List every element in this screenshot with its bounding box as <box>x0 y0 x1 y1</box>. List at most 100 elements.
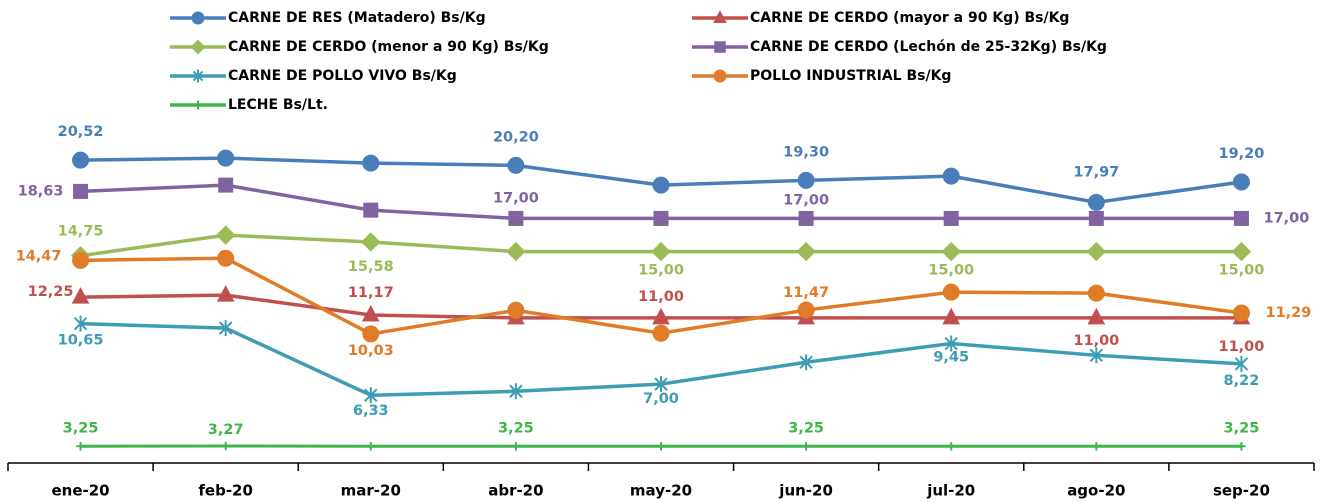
marker <box>216 285 235 302</box>
marker <box>652 324 670 342</box>
data-label: 3,27 <box>208 422 244 438</box>
data-label: 12,25 <box>28 284 74 300</box>
x-tick-label: abr-20 <box>488 482 543 500</box>
data-label: 19,20 <box>1219 146 1265 162</box>
marker <box>944 335 958 352</box>
marker <box>72 151 90 169</box>
data-label: 14,75 <box>58 224 104 240</box>
data-label: 15,00 <box>1219 263 1265 279</box>
marker <box>221 441 230 451</box>
marker <box>1092 442 1101 451</box>
marker <box>1233 210 1249 226</box>
legend-label: POLLO INDUSTRIAL Bs/Kg <box>750 68 951 84</box>
x-tick-label: mar-20 <box>341 482 401 500</box>
data-label: 20,52 <box>58 124 104 140</box>
marker <box>947 442 956 451</box>
marker <box>507 301 525 319</box>
legend-item: CARNE DE CERDO (mayor a 90 Kg) Bs/Kg <box>692 10 1069 26</box>
x-tick-label: jun-20 <box>778 482 833 500</box>
marker <box>656 442 666 451</box>
series: 20,52 20,20 19,30 17,97 19,20 <box>58 124 1265 211</box>
marker <box>508 210 524 226</box>
marker <box>797 171 815 189</box>
x-tick-label: jul-20 <box>926 482 975 500</box>
marker <box>361 232 381 252</box>
marker <box>1237 442 1246 451</box>
series: 14,75 15,58 15,00 15,00 15,00 <box>58 224 1265 279</box>
marker <box>653 210 669 226</box>
legend-label: CARNE DE RES (Matadero) Bs/Kg <box>228 10 486 26</box>
data-label: 11,00 <box>638 289 684 305</box>
marker <box>1086 241 1107 262</box>
series: 14,47 10,03 11,47 11,29 <box>16 248 1312 359</box>
marker <box>362 325 380 343</box>
marker <box>217 249 235 267</box>
marker <box>796 241 816 262</box>
data-label: 11,47 <box>783 285 829 301</box>
data-label: 17,00 <box>783 192 829 208</box>
series: 10,65 6,33 7,00 9,45 8,22 <box>58 315 1260 419</box>
marker <box>363 202 379 218</box>
marker <box>651 241 671 262</box>
marker <box>218 177 234 193</box>
marker <box>799 354 813 371</box>
data-label: 11,00 <box>1219 339 1265 355</box>
marker <box>76 442 85 451</box>
marker <box>215 225 236 245</box>
marker <box>1087 193 1105 211</box>
data-label: 20,20 <box>493 129 539 145</box>
data-label: 3,25 <box>63 420 99 436</box>
legend-label: CARNE DE CERDO (mayor a 90 Kg) Bs/Kg <box>750 10 1069 26</box>
legend-item: CARNE DE CERDO (menor a 90 Kg) Bs/Kg <box>170 39 549 55</box>
marker <box>73 183 89 199</box>
legend-item: CARNE DE POLLO VIVO Bs/Kg <box>170 68 457 84</box>
legend-item: LECHE Bs/Lt. <box>170 97 328 113</box>
data-label: 11,17 <box>348 285 394 301</box>
marker <box>72 251 90 269</box>
marker <box>1232 173 1250 191</box>
legend-item: CARNE DE RES (Matadero) Bs/Kg <box>170 10 486 26</box>
legend-marker <box>713 69 727 83</box>
legend-marker <box>713 10 727 23</box>
data-label: 11,00 <box>1073 333 1119 349</box>
data-label: 17,97 <box>1073 164 1119 180</box>
marker <box>361 304 380 322</box>
marker <box>509 383 523 400</box>
series: 18,63 17,00 17,00 17,00 <box>18 177 1310 226</box>
legend-item: CARNE DE CERDO (Lechón de 25-32Kg) Bs/Kg <box>692 39 1107 55</box>
data-label: 14,47 <box>16 248 62 264</box>
marker <box>652 307 670 325</box>
data-label: 18,63 <box>18 183 64 199</box>
x-tick-label: ene-20 <box>51 482 109 500</box>
marker <box>1089 347 1104 364</box>
legend-item: POLLO INDUSTRIAL Bs/Kg <box>692 68 951 84</box>
marker <box>73 315 88 332</box>
legend-marker <box>190 39 206 55</box>
legend-marker <box>193 100 203 110</box>
marker <box>217 149 235 167</box>
legend-label: CARNE DE POLLO VIVO Bs/Kg <box>228 68 457 84</box>
marker <box>942 283 960 301</box>
data-label: 8,22 <box>1224 373 1260 389</box>
data-label: 10,65 <box>58 333 104 349</box>
marker <box>797 301 815 319</box>
data-label: 15,58 <box>348 259 394 275</box>
marker <box>654 376 668 393</box>
marker <box>943 210 959 226</box>
marker <box>511 442 521 451</box>
x-tick-label: ago-20 <box>1067 482 1125 500</box>
legend-label: CARNE DE CERDO (menor a 90 Kg) Bs/Kg <box>228 39 549 55</box>
marker <box>652 176 670 194</box>
series: 3,25 3,27 3,25 3,25 3,25 <box>63 420 1259 451</box>
marker <box>507 156 525 174</box>
marker <box>506 241 526 262</box>
legend-label: LECHE Bs/Lt. <box>228 97 328 113</box>
x-tick-label: feb-20 <box>198 482 253 500</box>
marker <box>1231 241 1252 262</box>
marker <box>366 442 375 451</box>
data-label: 17,00 <box>1264 210 1310 226</box>
series: 12,25 11,17 11,00 11,00 11,00 <box>28 284 1265 355</box>
data-label: 9,45 <box>933 350 969 366</box>
data-label: 11,29 <box>1266 305 1312 321</box>
